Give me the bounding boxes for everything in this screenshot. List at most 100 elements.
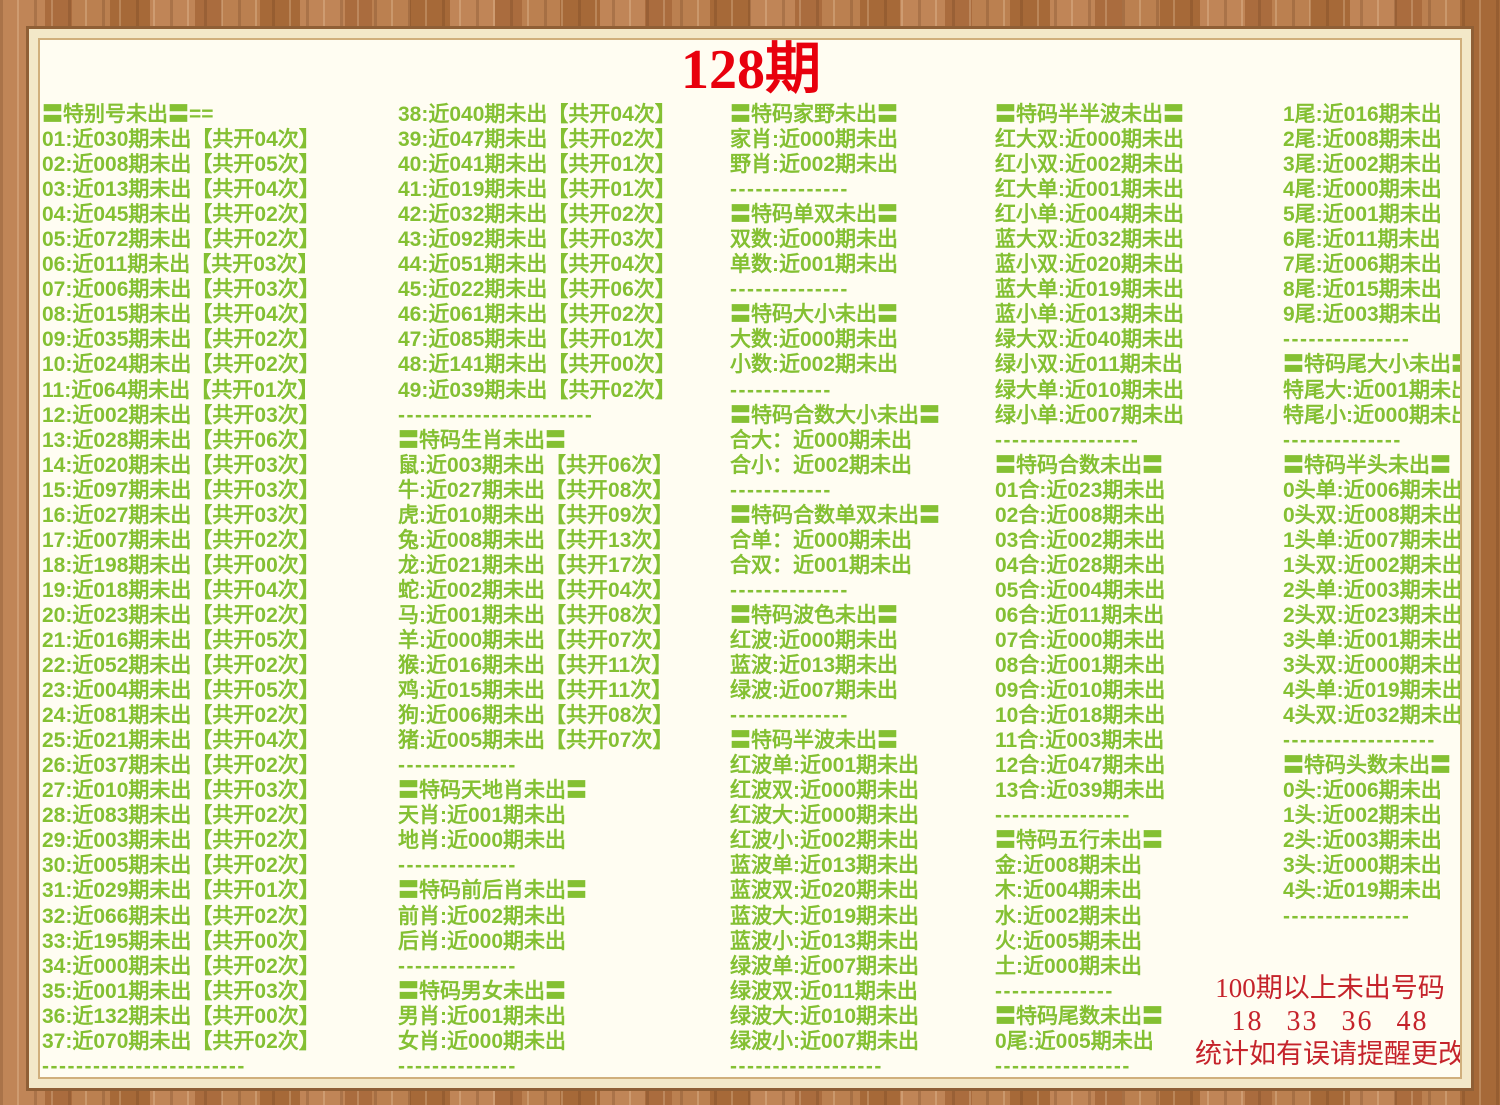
- stat-line: 10合:近018期未出: [995, 704, 1166, 728]
- stat-line: 3头双:近000期未出: [1283, 654, 1462, 678]
- stat-line: 39:近047期未出【共开02次】: [398, 128, 676, 152]
- stat-line: 合单：近000期未出: [730, 528, 913, 552]
- stat-line: 05合:近004期未出: [995, 578, 1166, 602]
- divider: ----------------: [995, 804, 1131, 828]
- stat-line: 地肖:近000期未出: [398, 829, 567, 853]
- divider: --------------: [730, 578, 849, 602]
- stat-line: 44:近051期未出【共开04次】: [398, 253, 676, 277]
- stat-line: 06:近011期未出【共开03次】: [42, 253, 319, 277]
- stat-line: 0头双:近008期未出: [1283, 503, 1462, 527]
- stat-line: 0头:近006期未出: [1283, 779, 1442, 803]
- section-header: 〓特码五行未出〓: [995, 829, 1163, 853]
- stat-line: 狗:近006期未出【共开08次】: [398, 704, 674, 728]
- section-header: 〓特码大小未出〓: [730, 303, 898, 327]
- stat-line: 猴:近016期未出【共开11次】: [398, 654, 673, 678]
- stat-line: 24:近081期未出【共开02次】: [42, 704, 320, 728]
- stat-line: 2尾:近008期未出: [1283, 128, 1442, 152]
- divider: --------------: [398, 1054, 517, 1078]
- stat-line: 05:近072期未出【共开02次】: [42, 228, 320, 252]
- stat-line: 11:近064期未出【共开01次】: [42, 378, 319, 402]
- stat-line: 26:近037期未出【共开02次】: [42, 754, 320, 778]
- stat-line: 46:近061期未出【共开02次】: [398, 303, 676, 327]
- section-header: 〓特码尾数未出〓: [995, 1004, 1163, 1028]
- stat-line: 特尾大:近001期未出: [1283, 378, 1462, 402]
- divider: --------------: [398, 954, 517, 978]
- divider: ------------------: [730, 1054, 883, 1078]
- stat-line: 蓝大单:近019期未出: [995, 278, 1185, 302]
- stat-line: 49:近039期未出【共开02次】: [398, 378, 676, 402]
- stat-line: 17:近007期未出【共开02次】: [42, 528, 320, 552]
- divider: ------------------------: [42, 1054, 246, 1078]
- page-title: 128期: [681, 39, 821, 101]
- section-header: 〓特别号未出〓==: [42, 103, 214, 126]
- stat-line: 14:近020期未出【共开03次】: [42, 453, 320, 477]
- stat-line: 09合:近010期未出: [995, 679, 1166, 703]
- stat-line: 鸡:近015期未出【共开11次】: [398, 679, 673, 703]
- stat-line: 1尾:近016期未出: [1283, 103, 1442, 126]
- stat-line: 01合:近023期未出: [995, 478, 1166, 502]
- stat-line: 红小双:近002期未出: [995, 153, 1185, 177]
- stat-line: 蓝波大:近019期未出: [730, 904, 920, 928]
- stat-line: 后肖:近000期未出: [398, 929, 567, 953]
- notice-line-3: 统计如有误请提醒更改: [1195, 1039, 1462, 1069]
- stat-line: 绿波大:近010期未出: [730, 1004, 920, 1028]
- stat-line: 3尾:近002期未出: [1283, 153, 1442, 177]
- notice-line-2: 18 33 36 48: [1231, 1006, 1429, 1037]
- stat-line: 03合:近002期未出: [995, 528, 1166, 552]
- section-header: 〓特码合数未出〓: [995, 453, 1163, 477]
- stat-line: 3头单:近001期未出: [1283, 628, 1462, 652]
- stat-line: 20:近023期未出【共开02次】: [42, 603, 320, 627]
- stat-line: 7尾:近006期未出: [1283, 253, 1442, 277]
- stat-line: 红波双:近000期未出: [730, 779, 920, 803]
- stat-line: 33:近195期未出【共开00次】: [42, 929, 320, 953]
- stat-line: 特尾小:近000期未出: [1283, 403, 1462, 427]
- stat-line: 04合:近028期未出: [995, 553, 1166, 577]
- stat-line: 30:近005期未出【共开02次】: [42, 854, 320, 878]
- section-header: 〓特码家野未出〓: [730, 103, 898, 126]
- stats-column-4: 〓特码半半波未出〓 红大双:近000期未出 红小双:近002期未出 红大单:近001期…: [995, 102, 1283, 1077]
- section-header: 〓特码尾大小未出〓: [1283, 353, 1462, 377]
- stat-line: 单数:近001期未出: [730, 253, 899, 277]
- stat-line: 07合:近000期未出: [995, 628, 1166, 652]
- stat-line: 1头:近002期未出: [1283, 804, 1442, 828]
- stat-line: 4头:近019期未出: [1283, 879, 1442, 903]
- stat-line: 08合:近001期未出: [995, 654, 1166, 678]
- stat-line: 绿波:近007期未出: [730, 679, 899, 703]
- stat-line: 42:近032期未出【共开02次】: [398, 203, 676, 227]
- stat-line: 19:近018期未出【共开04次】: [42, 578, 320, 602]
- page: 128期 〓特别号未出〓== 01:近030期未出【共开04次】 02:近008期未…: [38, 38, 1462, 1079]
- stat-line: 3头:近000期未出: [1283, 854, 1442, 878]
- stat-line: 36:近132期未出【共开00次】: [42, 1004, 320, 1028]
- stat-line: 火:近005期未出: [995, 929, 1143, 953]
- section-header: 〓特码半半波未出〓: [995, 103, 1184, 126]
- stat-line: 48:近141期未出【共开00次】: [398, 353, 676, 377]
- stat-line: 野肖:近002期未出: [730, 153, 899, 177]
- stat-line: 07:近006期未出【共开03次】: [42, 278, 320, 302]
- section-header: 〓特码半头未出〓: [1283, 453, 1451, 477]
- section-header: 〓特码单双未出〓: [730, 203, 898, 227]
- stat-line: 38:近040期未出【共开04次】: [398, 103, 676, 126]
- stat-line: 蓝小双:近020期未出: [995, 253, 1185, 277]
- divider: --------------: [730, 278, 849, 302]
- stat-line: 29:近003期未出【共开02次】: [42, 829, 320, 853]
- stat-line: 红小单:近004期未出: [995, 203, 1185, 227]
- stat-line: 绿小双:近011期未出: [995, 353, 1183, 377]
- stat-line: 牛:近027期未出【共开08次】: [398, 478, 674, 502]
- stat-line: 10:近024期未出【共开02次】: [42, 353, 320, 377]
- stat-line: 合小：近002期未出: [730, 453, 913, 477]
- stat-line: 2头单:近003期未出: [1283, 578, 1462, 602]
- stat-line: 女肖:近000期未出: [398, 1029, 567, 1053]
- stat-line: 马:近001期未出【共开08次】: [398, 603, 674, 627]
- stat-line: 0尾:近005期未出: [995, 1029, 1154, 1053]
- stat-line: 木:近004期未出: [995, 879, 1143, 903]
- notice-line-1: 100期以上未出号码: [1215, 973, 1445, 1003]
- stat-line: 27:近010期未出【共开03次】: [42, 779, 320, 803]
- section-header: 〓特码天地肖未出〓: [398, 779, 587, 803]
- stat-line: 45:近022期未出【共开06次】: [398, 278, 676, 302]
- stat-line: 16:近027期未出【共开03次】: [42, 503, 320, 527]
- stat-line: 绿大双:近040期未出: [995, 328, 1185, 352]
- stat-line: 23:近004期未出【共开05次】: [42, 679, 320, 703]
- stat-line: 03:近013期未出【共开04次】: [42, 178, 320, 202]
- stats-column-1: 〓特别号未出〓== 01:近030期未出【共开04次】 02:近008期未出【共开0…: [42, 102, 398, 1078]
